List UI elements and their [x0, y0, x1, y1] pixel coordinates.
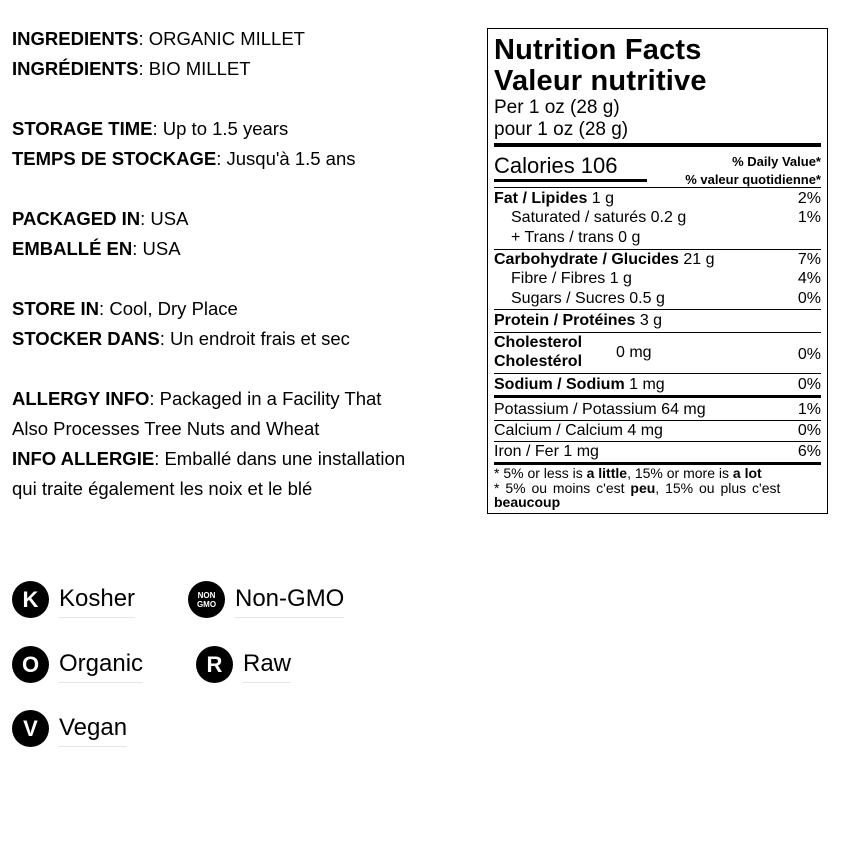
- info-line: STOCKER DANS: Un endroit frais et sec: [12, 328, 350, 349]
- kosher-icon: K: [12, 581, 49, 618]
- cholesterol-pct: 0%: [797, 346, 821, 363]
- nutrient-row: Potassium / Potassium 64 mg 1%: [494, 401, 821, 418]
- nutrient-row: Saturated / saturés 0.2 g 1%: [511, 209, 821, 226]
- calories: Calories 106: [494, 153, 618, 178]
- info-line: INGREDIENTS: ORGANIC MILLET: [12, 28, 305, 49]
- info-line: ALLERGY INFO: Packaged in a Facility Tha…: [12, 388, 382, 409]
- nutrient-row: Sugars / Sucres 0.5 g 0%: [511, 290, 821, 307]
- badge-non-gmo: NON GMO Non-GMO: [188, 581, 345, 618]
- info-line: STORAGE TIME: Up to 1.5 years: [12, 118, 289, 139]
- nutrient-row: Fibre / Fibres 1 g 4%: [511, 270, 821, 287]
- info-line: qui traite également les noix et le blé: [12, 478, 313, 499]
- non-gmo-icon: NON GMO: [188, 581, 225, 618]
- badge-kosher: K Kosher: [12, 581, 136, 618]
- serving-en: Per 1 oz (28 g): [494, 97, 620, 118]
- info-line: TEMPS DE STOCKAGE: Jusqu'à 1.5 ans: [12, 148, 356, 169]
- daily-value-en: % Daily Value*: [732, 154, 821, 169]
- nutrient-row: + Trans / trans 0 g: [511, 229, 641, 246]
- daily-value-fr: % valeur quotidienne*: [685, 172, 821, 187]
- nutrient-row: Protein / Protéines 3 g: [494, 312, 663, 329]
- nutrient-row: Carbohydrate / Glucides 21 g 7%: [494, 251, 821, 268]
- nutrition-title-en: Nutrition Facts: [494, 34, 702, 66]
- nutrient-row: Sodium / Sodium 1 mg 0%: [494, 376, 821, 393]
- vegan-icon: V: [12, 710, 49, 747]
- cholesterol-label: Cholesterol Cholestérol: [494, 334, 583, 370]
- cholesterol-amount: 0 mg: [616, 344, 652, 361]
- info-line: STORE IN: Cool, Dry Place: [12, 298, 238, 319]
- info-line: INFO ALLERGIE: Emballé dans une installa…: [12, 448, 406, 469]
- serving-fr: pour 1 oz (28 g): [494, 119, 629, 140]
- nutrient-row: Iron / Fer 1 mg 6%: [494, 443, 821, 460]
- organic-icon: O: [12, 646, 49, 683]
- raw-icon: R: [196, 646, 233, 683]
- product-info-text: INGREDIENTS: ORGANIC MILLET INGRÉDIENTS:…: [12, 24, 405, 504]
- info-line: INGRÉDIENTS: BIO MILLET: [12, 58, 251, 79]
- nutrient-row: Fat / Lipides 1 g 2%: [494, 190, 821, 207]
- nutrition-facts-panel: Nutrition Facts Valeur nutritive Per 1 o…: [487, 28, 828, 514]
- badge-raw: R Raw: [196, 646, 292, 683]
- info-line: PACKAGED IN: USA: [12, 208, 189, 229]
- info-line: Also Processes Tree Nuts and Wheat: [12, 418, 320, 439]
- footnote-fr-cont: beaucoup: [494, 494, 561, 510]
- footnote-fr: * 5% ou moins c'est peu, 15% ou plus c'e…: [494, 480, 781, 496]
- nutrient-row: Calcium / Calcium 4 mg 0%: [494, 422, 821, 439]
- badge-organic: O Organic: [12, 646, 144, 683]
- footnote-en: * 5% or less is a little, 15% or more is…: [494, 465, 762, 481]
- info-line: EMBALLÉ EN: USA: [12, 238, 181, 259]
- badge-vegan: V Vegan: [12, 710, 128, 747]
- nutrition-title-fr: Valeur nutritive: [494, 65, 707, 97]
